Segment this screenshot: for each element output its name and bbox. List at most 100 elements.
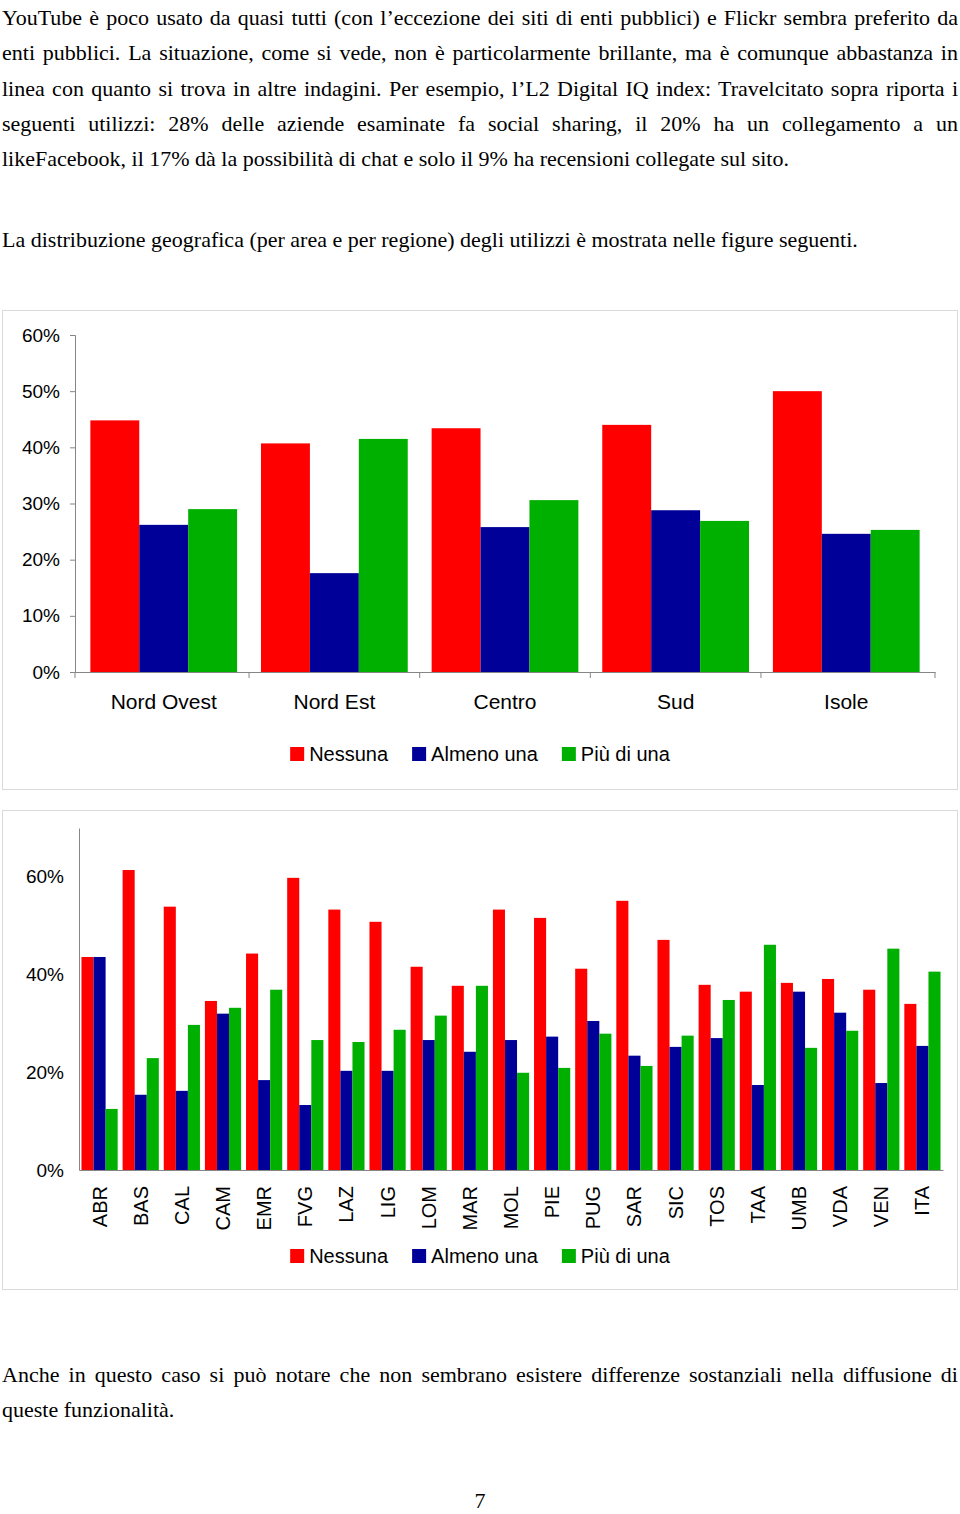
axis-line [76,672,936,673]
category-label: Centro [473,690,536,713]
bar [834,1013,846,1170]
bar [147,1058,159,1170]
bar [534,918,546,1170]
bar [822,534,871,672]
category-label: ABR [89,1186,111,1227]
legend-swatch [562,747,576,761]
bars [90,391,919,672]
bar [261,443,310,672]
tick-label: 60% [22,325,60,346]
bar [711,1038,723,1170]
axis-line [70,336,76,673]
tick-mark [70,616,75,617]
tick: 10% [22,605,75,626]
bar [575,969,587,1170]
category-label: PIE [541,1186,563,1218]
category-label: VDA [829,1185,851,1227]
bar [875,1083,887,1170]
category-separator [590,672,591,678]
tick: LAZ [335,1186,357,1223]
tick: MAR [459,1186,481,1230]
chart-frame [3,311,958,790]
bar [229,1008,241,1170]
tick: TAA [747,1185,769,1223]
tick-mark [70,335,75,336]
page-number: 7 [0,1488,960,1514]
bar [310,573,359,672]
category-separator [935,672,936,678]
legend-label: Almeno una [431,1245,539,1267]
tick: LOM [418,1186,440,1229]
category-label: LIG [377,1186,399,1218]
legend-swatch [412,747,426,761]
tick-label: 40% [22,437,60,458]
paragraph: Anche in questo caso si può notare che n… [2,1357,958,1428]
bar [587,1021,599,1170]
legend-label: Più di una [581,743,671,765]
category-label: MAR [459,1186,481,1230]
legend-swatch [290,1249,304,1263]
tick: 50% [22,381,75,402]
bar [651,510,700,672]
bar [602,425,651,672]
tick-mark [70,447,75,448]
legend-item: Almeno una [412,743,539,765]
tick: FVG [294,1186,316,1227]
category-label: SIC [665,1186,687,1219]
bar [258,1080,270,1170]
tick: CAL [171,1186,193,1225]
tick: PUG [582,1186,604,1229]
bar [616,901,628,1170]
tick: ITA [911,1185,933,1215]
category-label: LAZ [335,1186,357,1223]
bar [328,910,340,1170]
legend-item: Nessuna [290,1245,389,1267]
bar [529,500,578,672]
tick: BAS [130,1186,152,1226]
x-axis: Nord OvestNord EstCentroSudIsole [75,672,936,713]
bar [699,985,711,1170]
chart: 0%20%40%60%ABRBASCALCAMEMRFVGLAZLIGLOMMA… [2,810,958,1290]
category-separator [75,672,76,678]
legend-item: Nessuna [290,743,389,765]
category-label: CAM [212,1186,234,1230]
bar [493,910,505,1170]
tick: MOL [500,1186,522,1229]
tick: TOS [706,1186,728,1227]
tick-label: 20% [22,549,60,570]
legend-item: Più di una [562,743,671,765]
bar [287,878,299,1170]
tick-label: 10% [22,605,60,626]
bar [476,986,488,1170]
bar [740,992,752,1170]
chart-frame [3,811,958,1290]
bar [871,530,920,672]
bar [723,1000,735,1170]
bar [135,1095,147,1170]
bar [793,992,805,1170]
tick-label: 0% [33,662,61,683]
tick-label: 20% [26,1062,64,1083]
bar [369,922,381,1170]
bar [435,1016,447,1170]
legend-item: Più di una [562,1245,671,1267]
bar [270,990,282,1170]
category-label: EMR [253,1186,275,1230]
category-label: Isole [824,690,868,713]
tick: Sud [657,690,694,713]
tick: 40% [22,437,75,458]
tick: EMR [253,1186,275,1230]
bar [517,1073,529,1170]
tick: SAR [623,1186,645,1227]
legend-swatch [290,747,304,761]
chart: 0%10%20%30%40%50%60%Nord OvestNord EstCe… [2,310,958,790]
bar [94,957,106,1170]
legend-label: Nessuna [309,1245,389,1267]
bar [928,972,940,1170]
category-label: Nord Est [294,690,376,713]
bar [657,940,669,1170]
category-label: BAS [130,1186,152,1226]
tick-label: 40% [26,964,64,985]
tick: SIC [665,1186,687,1219]
category-label: SAR [623,1186,645,1227]
